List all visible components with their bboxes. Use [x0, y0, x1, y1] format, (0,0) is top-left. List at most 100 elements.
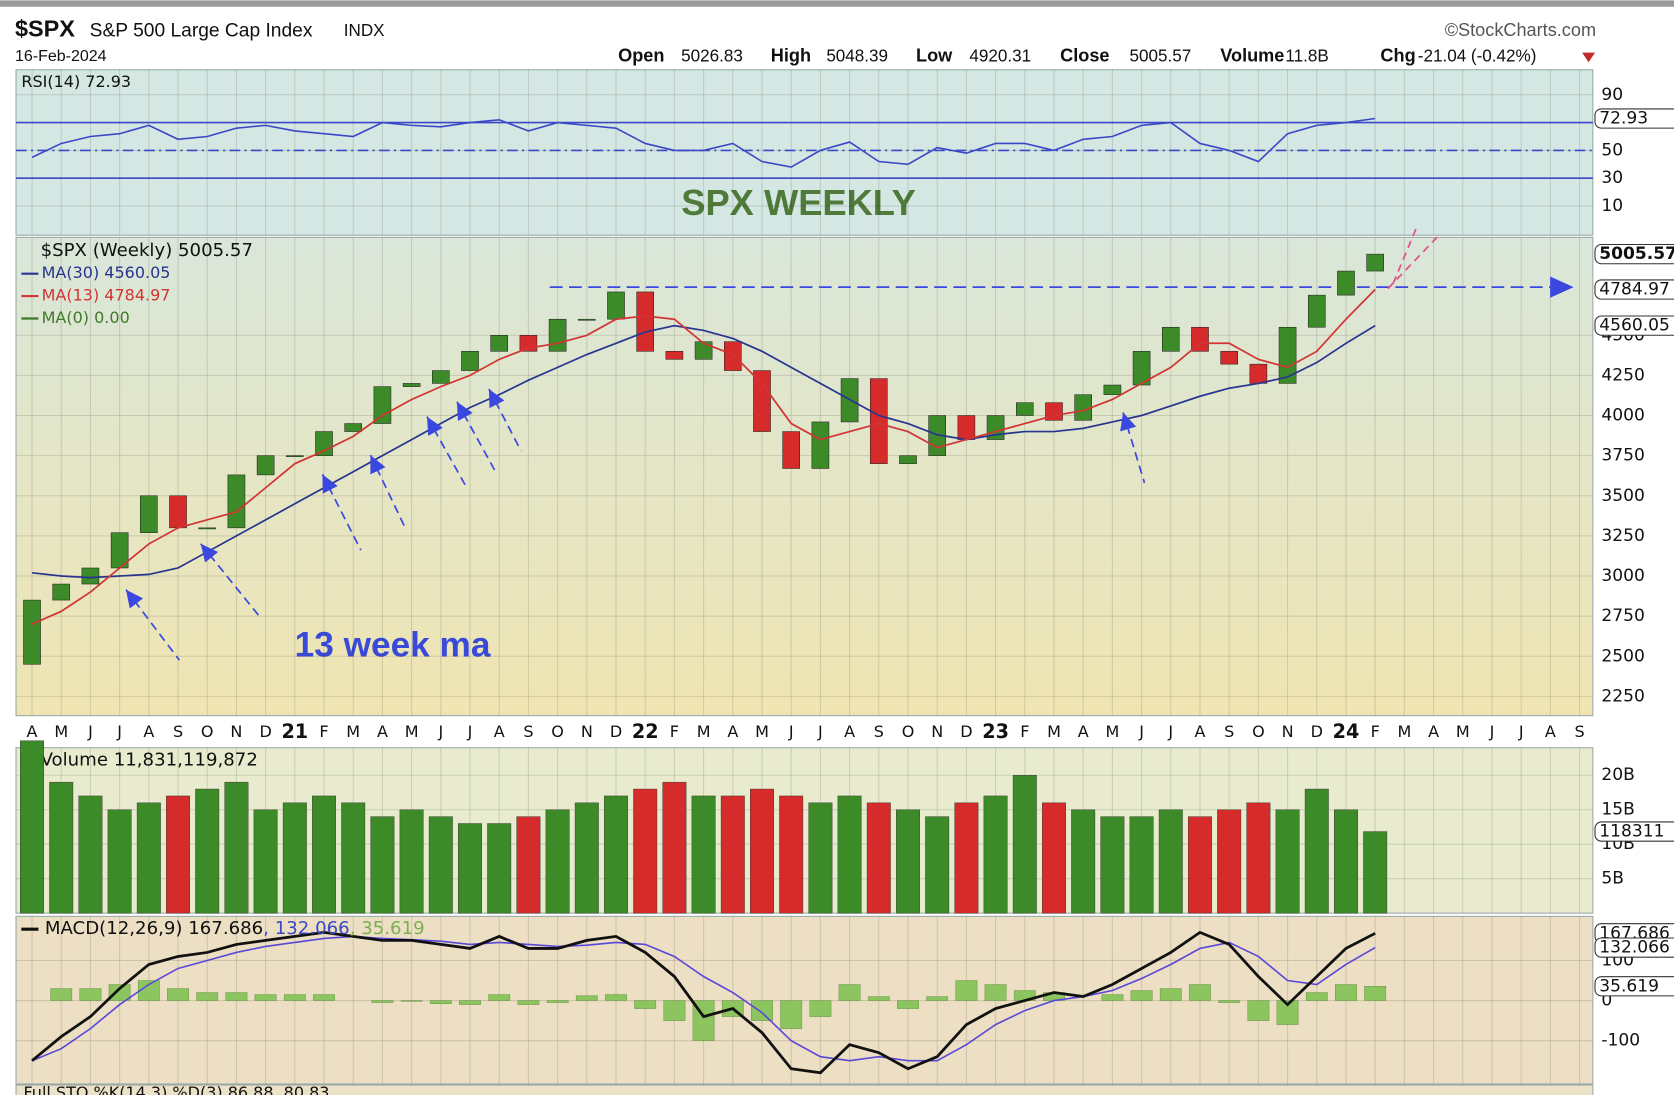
volume-bar: [925, 816, 950, 914]
candle-body: [1015, 402, 1034, 416]
x-tick-label: S: [1224, 722, 1234, 741]
y-tick-label: 30: [1601, 168, 1623, 188]
annotation-arrow-head: [427, 416, 443, 436]
sto-panel: [15, 1084, 1594, 1095]
x-tick-label: N: [230, 722, 242, 741]
value-tag: 132.066: [1599, 938, 1670, 958]
x-tick-label: N: [581, 722, 593, 741]
candle-body: [1278, 326, 1297, 384]
sto-title: Full STO %K(14,3) %D(3) 86.88, 80.83: [23, 1083, 329, 1095]
candle-body: [169, 495, 187, 529]
series-line: [31, 117, 1376, 168]
volume-bar: [107, 809, 132, 914]
date: 16-Feb-2024: [15, 48, 107, 65]
series-line: [31, 288, 1376, 625]
y-tick-label: 2500: [1601, 646, 1644, 666]
value-tag: 4784.97: [1599, 280, 1670, 300]
quote-value: 5005.57: [1130, 46, 1192, 65]
quote-value: 11.8B: [1285, 46, 1328, 65]
x-tick-label: A: [377, 722, 388, 741]
volume-bar: [428, 816, 453, 914]
candle-body: [811, 421, 830, 469]
volume-bar: [1100, 816, 1125, 914]
histogram-bar: [546, 1000, 569, 1003]
volume-bar: [574, 802, 599, 914]
symbol: $SPX: [15, 15, 75, 41]
histogram-bar: [1101, 994, 1124, 1001]
candle-body: [402, 383, 421, 387]
x-tick-label: S: [173, 722, 183, 741]
histogram-bar: [225, 992, 248, 1001]
x-tick-label: M: [405, 722, 419, 741]
volume-bar: [750, 788, 774, 914]
histogram-bar: [780, 1000, 803, 1029]
histogram-bar: [371, 1000, 394, 1003]
candle-body: [899, 455, 917, 464]
series-line: [31, 324, 1376, 579]
x-tick-label: 24: [1333, 720, 1360, 743]
x-tick-label: S: [523, 722, 533, 741]
x-tick-label: J: [1489, 722, 1495, 741]
annotation-arrow-head: [456, 401, 473, 421]
quote-value: -21.04 (-0.42%): [1418, 46, 1537, 65]
histogram-bar: [605, 994, 627, 1001]
candle-body: [373, 386, 392, 424]
x-tick-label: J: [467, 722, 473, 741]
value-tag-box: [1594, 315, 1674, 336]
candle-body: [1191, 326, 1209, 352]
volume-bar: [195, 788, 220, 914]
volume-bar: [720, 795, 745, 914]
histogram-bar: [984, 984, 1007, 1001]
candle-body: [1161, 326, 1180, 352]
histogram-bar: [838, 984, 861, 1001]
candle-body: [1220, 351, 1238, 365]
candle-body: [140, 495, 158, 533]
histogram-bar: [1189, 984, 1211, 1001]
x-tick-label: M: [346, 722, 360, 741]
volume-bar: [1363, 831, 1388, 914]
histogram-bar: [1130, 990, 1153, 1001]
x-tick-label: M: [697, 722, 711, 741]
candle-body: [23, 599, 41, 665]
x-tick-label: J: [788, 722, 794, 741]
y-tick-label: 3250: [1601, 526, 1644, 546]
histogram-bar: [283, 994, 306, 1001]
header: $SPX S&P 500 Large Cap Index INDX 16-Feb…: [15, 15, 1596, 65]
histogram-bar: [400, 1000, 423, 1002]
volume-bar: [78, 795, 103, 914]
x-tick-label: M: [1397, 722, 1411, 741]
histogram-bar: [1247, 1000, 1270, 1021]
histogram-bar: [1276, 1000, 1299, 1025]
value-tag: 5005.57: [1599, 244, 1674, 264]
macd-title-part: , 132.066: [263, 918, 349, 939]
x-tick-label: S: [1574, 722, 1584, 741]
series-line: [31, 935, 1376, 1062]
candle-body: [548, 318, 567, 352]
x-tick-label: D: [960, 722, 972, 741]
x-tick-label: A: [1195, 722, 1206, 741]
legend-label: MA(13) 4784.97: [42, 286, 171, 305]
histogram-bar: [1364, 986, 1387, 1001]
volume-bar: [1334, 809, 1358, 914]
histogram-bar: [751, 1000, 773, 1021]
candle-body: [957, 415, 976, 440]
series-line: [31, 930, 1376, 1075]
histogram-bar: [809, 1000, 832, 1017]
x-tick-label: A: [844, 722, 855, 741]
histogram-bar: [79, 988, 102, 1001]
candle-body: [461, 351, 479, 371]
candle-body: [1307, 294, 1326, 328]
volume-bar: [49, 781, 74, 914]
y-tick-label: 4250: [1601, 365, 1644, 385]
volume-bar: [545, 809, 570, 914]
volume-bar: [691, 795, 716, 914]
annotation-arrow-head: [125, 589, 144, 609]
legend-label: MA(30) 4560.05: [42, 263, 171, 282]
volume-bar: [487, 823, 512, 914]
candle-body: [782, 431, 801, 469]
volume-bar: [370, 816, 395, 914]
value-tag-box: [1594, 976, 1674, 997]
y-tick-label: 0: [1601, 991, 1612, 1011]
histogram-bar: [459, 1000, 481, 1005]
candle-body: [1337, 270, 1355, 296]
